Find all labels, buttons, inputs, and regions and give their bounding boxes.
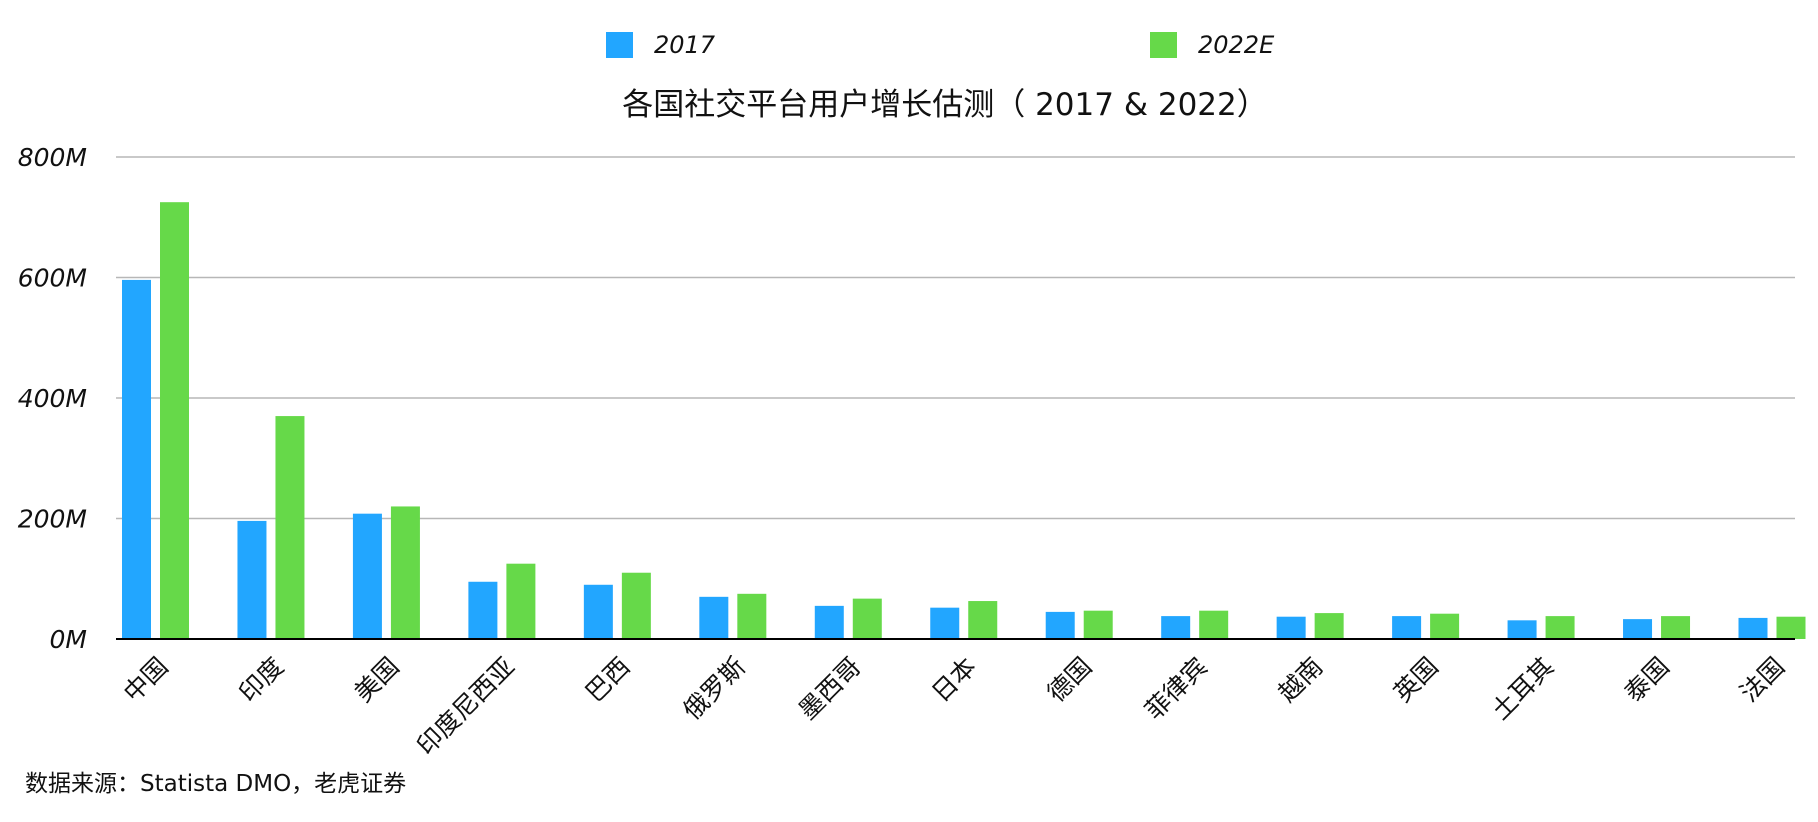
bar-2017-13: [1623, 619, 1653, 639]
legend-label-2022e: 2022E: [1198, 31, 1275, 59]
x-tick-label: 日本: [926, 652, 982, 708]
bars: [122, 202, 1806, 639]
bar-2022e-12: [1545, 616, 1575, 639]
bar-2022e-14: [1776, 616, 1806, 639]
x-tick-label: 菲律宾: [1139, 652, 1213, 726]
bar-2022e-7: [968, 601, 998, 639]
bar-2017-0: [122, 279, 151, 639]
bar-2017-7: [930, 607, 960, 639]
bar-2022e-1: [275, 416, 305, 639]
bar-2017-2: [352, 513, 382, 639]
x-tick-label: 法国: [1734, 652, 1790, 708]
bar-2022e-5: [737, 593, 767, 639]
x-tick-label: 英国: [1388, 652, 1444, 708]
x-tick-label: 德国: [1042, 652, 1098, 708]
bar-2022e-9: [1199, 610, 1229, 639]
y-tick-label: 400M: [18, 384, 87, 413]
legend: 2017 2022E: [606, 31, 1275, 59]
x-tick-label: 越南: [1273, 652, 1329, 708]
bar-2022e-6: [852, 598, 882, 639]
source-note: 数据来源：Statista DMO，老虎证券: [25, 771, 407, 797]
y-tick-label: 600M: [18, 264, 87, 293]
bar-2022e-10: [1314, 613, 1344, 639]
bar-2022e-8: [1083, 610, 1113, 639]
bar-2022e-2: [390, 506, 420, 639]
x-tick-label: 巴西: [580, 652, 636, 708]
bar-2017-3: [468, 581, 498, 639]
bar-2017-5: [699, 596, 729, 639]
x-tick-label: 印度: [233, 652, 289, 708]
bar-2017-9: [1161, 616, 1191, 639]
y-axis-tick-labels: 0M 200M 400M 600M 800M: [18, 143, 87, 654]
x-axis-tick-labels: 中国 印度 美国 印度尼西亚 巴西 俄罗斯 墨西哥 日本 德国 菲律宾 越南 英国 土耳其 泰国 法国: [118, 652, 1790, 761]
x-tick-label: 泰国: [1619, 652, 1675, 708]
bar-2017-1: [237, 520, 267, 639]
x-tick-label: 墨西哥: [793, 652, 867, 726]
bar-2017-4: [583, 584, 613, 639]
x-tick-label: 俄罗斯: [678, 652, 752, 726]
y-tick-label: 800M: [18, 143, 87, 172]
y-tick-label: 0M: [50, 625, 87, 654]
legend-swatch-2022e: [1150, 32, 1177, 58]
bar-2022e-3: [506, 563, 536, 639]
bar-2017-12: [1507, 620, 1537, 639]
bar-2022e-4: [621, 572, 651, 639]
bar-2017-8: [1045, 611, 1075, 639]
chart-title: 各国社交平台用户增长估测（ 2017 & 2022）: [622, 87, 1268, 123]
y-tick-label: 200M: [18, 505, 87, 534]
bar-2017-11: [1392, 616, 1422, 639]
legend-swatch-2017: [606, 32, 633, 58]
x-tick-label: 土耳其: [1486, 652, 1560, 726]
bar-2022e-0: [160, 202, 189, 639]
bar-2017-10: [1276, 616, 1306, 639]
bar-2017-6: [814, 605, 844, 639]
bar-2022e-13: [1661, 616, 1691, 639]
gridlines: [116, 156, 1795, 520]
x-tick-label: 印度尼西亚: [411, 652, 520, 761]
bar-2017-14: [1738, 617, 1768, 639]
bar-2022e-11: [1430, 613, 1460, 639]
x-tick-label: 中国: [118, 652, 174, 708]
legend-label-2017: 2017: [654, 31, 716, 59]
x-tick-label: 美国: [349, 652, 405, 708]
